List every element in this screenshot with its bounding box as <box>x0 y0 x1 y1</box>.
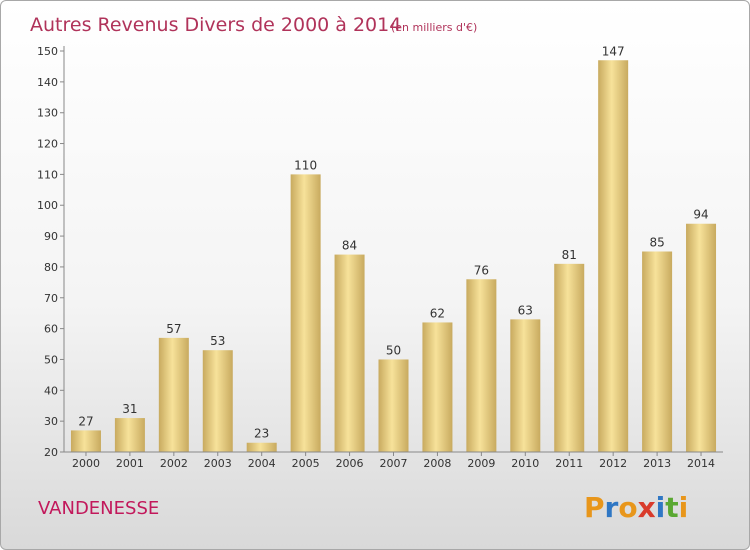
bar <box>598 60 629 452</box>
bar <box>378 359 409 452</box>
data-label: 63 <box>518 303 533 317</box>
data-label: 81 <box>562 248 577 262</box>
data-label: 62 <box>430 306 445 320</box>
logo-letter: i <box>679 491 689 524</box>
x-tick-label: 2014 <box>687 457 715 470</box>
bar <box>334 254 365 452</box>
x-tick-label: 2009 <box>467 457 495 470</box>
y-tick-label: 60 <box>44 323 58 336</box>
data-label: 76 <box>474 263 489 277</box>
bar <box>466 279 497 452</box>
data-label: 23 <box>254 427 269 441</box>
y-tick-label: 140 <box>37 76 58 89</box>
chart-title: Autres Revenus Divers de 2000 à 2014 <box>30 14 401 36</box>
y-tick-label: 90 <box>44 230 58 243</box>
x-tick-label: 2008 <box>423 457 451 470</box>
y-axis: 20 30 40 50 60 70 80 90 100 110 120 130 140 150 <box>37 45 65 459</box>
logo-letter: i <box>656 491 666 524</box>
proxiti-logo: Proxiti <box>584 491 688 524</box>
x-tick-label: 2004 <box>248 457 276 470</box>
y-tick-label: 130 <box>37 107 58 120</box>
bar <box>202 350 233 452</box>
logo-letter: x <box>638 491 656 524</box>
logo-letter: o <box>618 491 637 524</box>
bar <box>70 430 101 452</box>
data-label: 110 <box>294 158 317 172</box>
y-tick-label: 120 <box>37 138 58 151</box>
data-label: 50 <box>386 343 401 357</box>
x-tick-label: 2011 <box>555 457 583 470</box>
x-tick-label: 2006 <box>336 457 364 470</box>
y-tick-label: 70 <box>44 292 58 305</box>
data-label: 31 <box>122 402 137 416</box>
x-tick-label: 2007 <box>380 457 408 470</box>
y-tick-label: 110 <box>37 168 58 181</box>
bar <box>290 174 321 452</box>
bars: 27 31 57 53 23 110 84 50 62 76 63 81 147 85 94 <box>70 44 717 452</box>
logo-letter: r <box>605 491 619 524</box>
bar <box>114 418 145 452</box>
x-tick-label: 2003 <box>204 457 232 470</box>
logo-letter: t <box>665 491 678 524</box>
bar <box>686 223 717 452</box>
x-tick-label: 2013 <box>643 457 671 470</box>
commune-name: VANDENESSE <box>38 498 159 519</box>
bar <box>158 337 189 452</box>
x-tick-label: 2010 <box>511 457 539 470</box>
x-tick-label: 2005 <box>292 457 320 470</box>
data-label: 57 <box>166 322 181 336</box>
bar <box>510 319 541 452</box>
y-tick-label: 150 <box>37 45 58 58</box>
data-label: 53 <box>210 334 225 348</box>
chart-subtitle: (en milliers d'€) <box>391 21 477 34</box>
y-tick-label: 40 <box>44 384 58 397</box>
bar <box>422 322 453 452</box>
bar <box>554 263 585 452</box>
data-label: 85 <box>649 236 664 250</box>
data-label: 94 <box>693 208 708 222</box>
bar <box>246 442 277 452</box>
y-tick-label: 80 <box>44 261 58 274</box>
data-label: 84 <box>342 239 357 253</box>
x-axis: 2000 2001 2002 2003 2004 2005 2006 2007 2008 2009… <box>64 451 723 470</box>
y-tick-label: 20 <box>44 446 58 459</box>
x-tick-label: 2002 <box>160 457 188 470</box>
data-label: 147 <box>602 44 625 58</box>
x-tick-label: 2012 <box>599 457 627 470</box>
x-tick-label: 2001 <box>116 457 144 470</box>
y-tick-label: 100 <box>37 199 58 212</box>
x-tick-label: 2000 <box>72 457 100 470</box>
data-label: 27 <box>78 414 93 428</box>
y-tick-label: 30 <box>44 415 58 428</box>
bar <box>642 251 673 452</box>
logo-letter: P <box>584 491 605 524</box>
y-tick-label: 50 <box>44 353 58 366</box>
